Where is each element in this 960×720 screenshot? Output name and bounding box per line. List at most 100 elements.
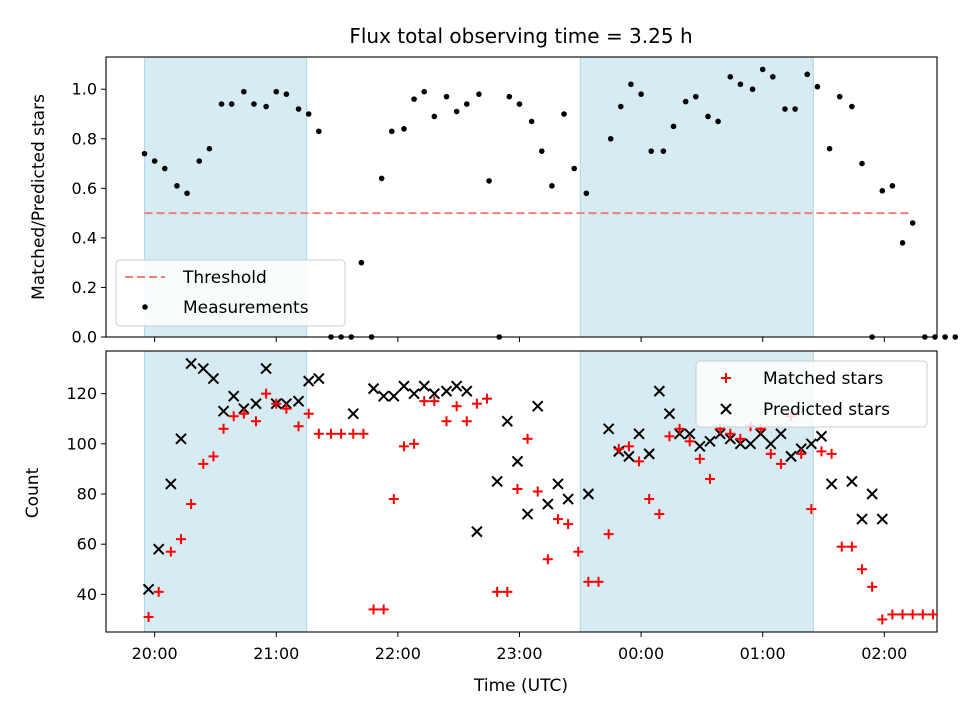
cross-b bbox=[388, 390, 400, 402]
measurement-point bbox=[759, 66, 766, 73]
bottom-y-axis-label: Count bbox=[23, 467, 43, 518]
measurement-point bbox=[549, 183, 555, 189]
matched-star-point bbox=[451, 401, 462, 412]
measurement-point bbox=[528, 118, 535, 125]
legend-predicted-swatch bbox=[720, 403, 732, 415]
matched-star-point bbox=[573, 546, 584, 557]
cross-b bbox=[663, 408, 676, 420]
matched-star-point bbox=[313, 428, 324, 439]
bottom-panel: 40 60 80 100 120 20:00 21:00 22:00 23:00 00:00 01:… bbox=[66, 350, 938, 663]
cross-b bbox=[846, 475, 858, 488]
cross-b bbox=[714, 428, 726, 440]
predicted-star-point bbox=[398, 380, 410, 392]
measurement-point bbox=[388, 128, 395, 135]
predicted-star-point bbox=[377, 390, 390, 402]
matched-star-point bbox=[694, 453, 705, 464]
predicted-star-point bbox=[856, 513, 868, 525]
cross-b bbox=[260, 362, 272, 375]
cross-b bbox=[856, 513, 868, 525]
matched-star-point bbox=[492, 586, 503, 597]
legend-bottom: Matched stars Predicted stars bbox=[695, 360, 928, 428]
matched-star-point bbox=[644, 494, 655, 505]
y-tick-label: 0.2 bbox=[72, 278, 97, 297]
cross-b bbox=[825, 478, 838, 490]
cross-b bbox=[744, 438, 757, 450]
measurement-point bbox=[368, 334, 375, 340]
matched-star-point bbox=[388, 494, 399, 505]
predicted-star-point bbox=[653, 385, 666, 397]
top-y-axis-label: Matched/Predicted stars bbox=[29, 94, 49, 300]
cross-b bbox=[623, 450, 635, 463]
measurement-point bbox=[792, 106, 798, 112]
cross-b bbox=[582, 488, 595, 500]
legend-frame bbox=[115, 259, 346, 327]
cross-b bbox=[207, 372, 220, 385]
y-tick-label: 0.8 bbox=[72, 129, 97, 148]
cross-b bbox=[418, 380, 430, 392]
predicted-star-point bbox=[724, 433, 736, 445]
matched-star-point bbox=[429, 396, 440, 407]
cross-b bbox=[552, 478, 564, 490]
matched-star-point bbox=[218, 423, 229, 434]
predicted-star-point bbox=[795, 443, 807, 455]
predicted-star-point bbox=[408, 387, 420, 400]
cross-b bbox=[450, 380, 463, 392]
cross-b bbox=[694, 440, 706, 453]
cross-b bbox=[532, 400, 544, 412]
matched-star-point bbox=[704, 473, 715, 484]
cross-b bbox=[501, 415, 514, 427]
predicted-star-point bbox=[313, 372, 325, 385]
measurement-point bbox=[295, 106, 302, 112]
measurement-point bbox=[660, 148, 667, 154]
cross-b bbox=[347, 408, 359, 420]
predicted-star-point bbox=[663, 408, 676, 420]
x-tick-label: 20:00 bbox=[132, 644, 178, 663]
measurement-point bbox=[715, 118, 721, 125]
measurement-point bbox=[305, 111, 312, 117]
measurement-point bbox=[338, 334, 344, 340]
cross-b bbox=[440, 385, 453, 397]
x-tick-label: 22:00 bbox=[375, 644, 421, 663]
predicted-star-point bbox=[714, 428, 726, 440]
matched-star-point bbox=[583, 576, 594, 587]
legend-frame bbox=[695, 360, 928, 428]
matched-star-point bbox=[846, 541, 857, 552]
predicted-star-point bbox=[532, 400, 544, 412]
cross-b bbox=[673, 428, 686, 440]
measurement-point bbox=[443, 93, 450, 100]
matched-star-point bbox=[826, 448, 837, 459]
predicted-star-point bbox=[815, 430, 828, 443]
cross-b bbox=[280, 397, 293, 410]
matched-star-point bbox=[917, 609, 928, 620]
matched-star-point bbox=[228, 411, 239, 422]
predicted-star-point bbox=[623, 450, 635, 463]
observing-window-band bbox=[579, 56, 814, 338]
x-axis-label: Time (UTC) bbox=[473, 676, 568, 696]
cross-b bbox=[643, 448, 655, 460]
matched-star-point bbox=[684, 436, 695, 447]
matched-star-point bbox=[603, 529, 614, 540]
y-tick-label: 0.0 bbox=[72, 328, 97, 347]
matched-star-point bbox=[208, 451, 219, 462]
measurement-point bbox=[206, 145, 213, 152]
y-tick-label: 100 bbox=[66, 434, 97, 453]
measurement-point bbox=[141, 150, 148, 157]
matched-star-point bbox=[816, 446, 827, 457]
measurement-point bbox=[348, 334, 355, 340]
predicted-star-point bbox=[450, 380, 463, 392]
measurement-point bbox=[682, 98, 689, 105]
predicted-star-point bbox=[197, 362, 209, 375]
measurement-point bbox=[670, 123, 677, 130]
measurement-point bbox=[727, 74, 734, 80]
measurement-point bbox=[561, 111, 567, 117]
predicted-star-point bbox=[217, 405, 230, 417]
matched-star-point bbox=[613, 443, 624, 454]
matched-star-point bbox=[877, 614, 888, 625]
chart-title: Flux total observing time = 3.25 h bbox=[349, 24, 692, 48]
cross-b bbox=[165, 478, 177, 490]
cross-b bbox=[227, 390, 240, 402]
predicted-star-point bbox=[367, 382, 380, 395]
measurement-point bbox=[899, 240, 906, 246]
measurement-point bbox=[241, 88, 247, 95]
measurement-point bbox=[889, 183, 896, 189]
